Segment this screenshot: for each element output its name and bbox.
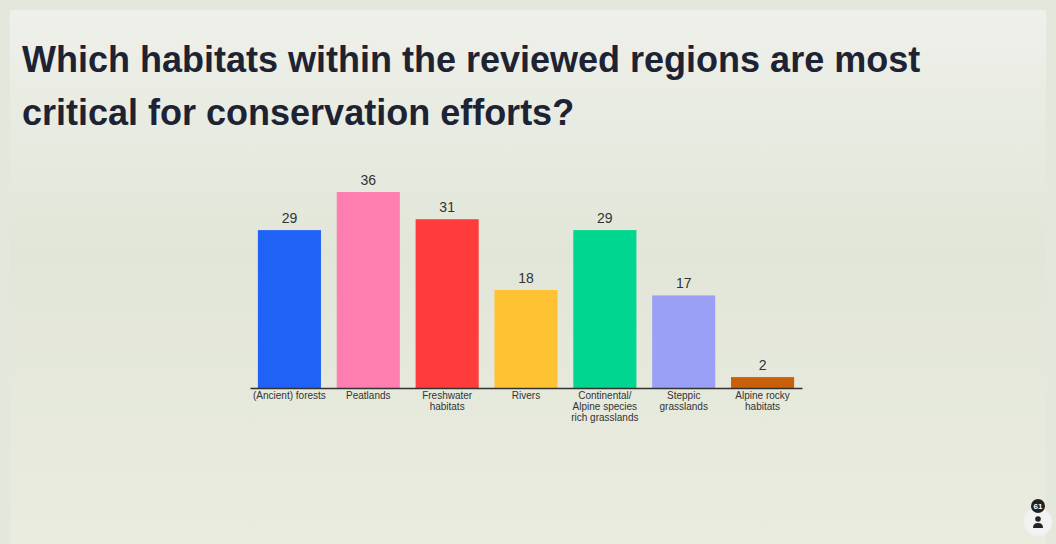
tick-label: (Ancient) forests <box>253 390 326 401</box>
background <box>10 10 1046 544</box>
tick-label: Freshwaterhabitats <box>422 390 473 412</box>
tick: Rivers <box>512 388 540 401</box>
participants-badge: 61 <box>1024 499 1052 536</box>
x-axis: (Ancient) forests Peatlands Freshwaterhabi… <box>251 388 803 423</box>
tick: Freshwaterhabitats <box>422 388 473 412</box>
person-icon-body <box>1033 523 1043 528</box>
tick-label: Steppicgrasslands <box>660 390 708 412</box>
bar <box>258 230 321 388</box>
tick: Alpine rockyhabitats <box>735 388 789 412</box>
bar <box>337 192 400 388</box>
data-label: 29 <box>597 210 613 226</box>
tick: (Ancient) forests <box>253 388 326 401</box>
participant-count: 61 <box>1034 502 1043 511</box>
bar <box>652 295 715 388</box>
tick-label: Peatlands <box>346 390 390 401</box>
data-label: 2 <box>759 357 767 373</box>
bar <box>416 219 479 388</box>
chart: Which habitats within the reviewed regio… <box>0 0 1056 544</box>
bars <box>258 192 794 388</box>
count-circle <box>1031 499 1045 513</box>
title: Which habitats within the reviewed regio… <box>22 39 920 133</box>
data-label: 18 <box>518 270 534 286</box>
bar <box>731 377 794 388</box>
tick: Continental/Alpine speciesrich grassland… <box>571 388 638 423</box>
tick-label: Alpine rockyhabitats <box>735 390 789 412</box>
data-label: 31 <box>439 199 455 215</box>
tick: Steppicgrasslands <box>660 388 708 412</box>
axis-line <box>251 388 803 390</box>
person-icon-head <box>1035 516 1041 522</box>
bar <box>494 290 557 388</box>
bar <box>573 230 636 388</box>
tick-label: Continental/Alpine speciesrich grassland… <box>571 390 638 423</box>
tick-label: Rivers <box>512 390 540 401</box>
tick: Peatlands <box>346 388 390 401</box>
data-label: 29 <box>282 210 298 226</box>
data-label: 36 <box>360 172 376 188</box>
data-label: 17 <box>676 275 692 291</box>
data-labels: 29 36 31 18 29 17 2 <box>282 172 767 373</box>
